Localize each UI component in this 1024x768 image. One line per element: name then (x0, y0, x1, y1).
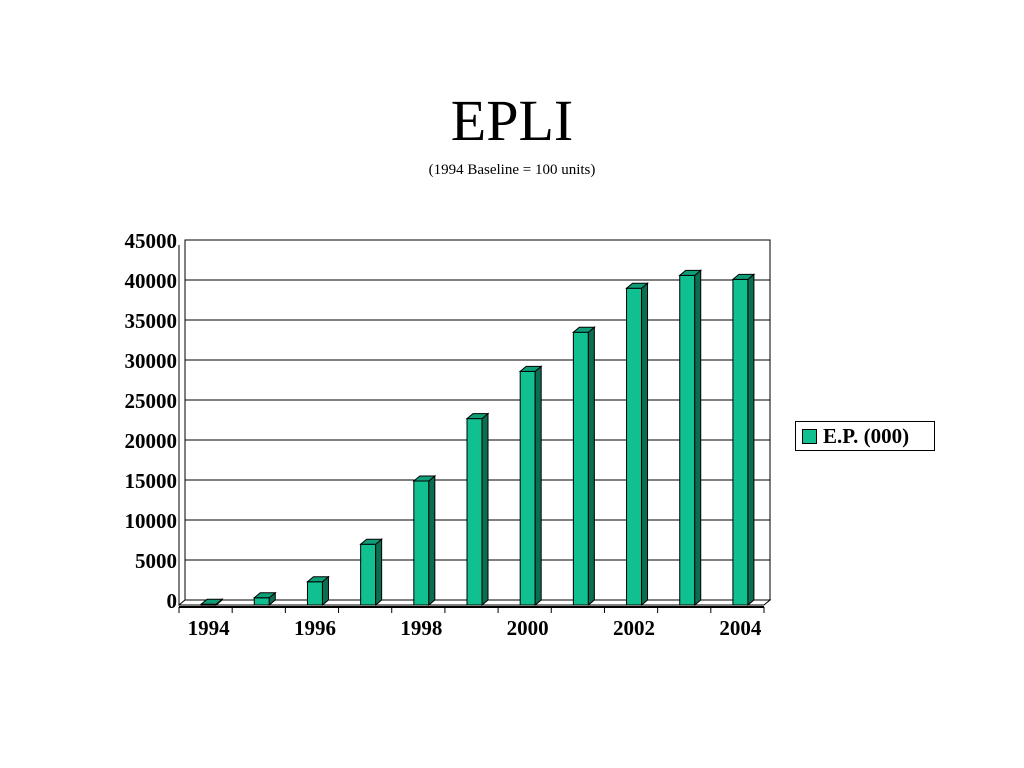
bar (519, 370, 536, 606)
bar-top (199, 598, 224, 605)
bar-side (481, 412, 489, 607)
chart-title: EPLI (450, 88, 574, 153)
chart-subtitle: (1994 Baseline = 100 units) (428, 162, 596, 178)
y-tick-label: 0 (167, 589, 178, 613)
bar-side (534, 365, 542, 607)
bar-top (571, 326, 596, 333)
bar-top (412, 475, 437, 482)
bar (360, 543, 377, 606)
bar (306, 581, 323, 606)
x-tick-label: 1994 (188, 616, 231, 640)
bar-side (694, 269, 702, 607)
bar-top (518, 365, 543, 372)
y-tick-label: 25000 (125, 389, 178, 413)
bar-side (428, 474, 436, 607)
bar-side (641, 282, 649, 607)
bar (572, 331, 589, 606)
bar-top (306, 576, 330, 583)
y-tick-label: 5000 (135, 549, 177, 573)
y-tick-label: 15000 (125, 469, 178, 493)
x-tick-label: 2000 (507, 616, 549, 640)
bar (679, 274, 696, 606)
legend-label: E.P. (000) (823, 423, 910, 448)
bar (732, 278, 749, 606)
y-tick-label: 10000 (125, 509, 178, 533)
y-tick-label: 45000 (125, 229, 178, 253)
y-tick-label: 35000 (125, 309, 178, 333)
bar-top (359, 538, 384, 545)
legend: E.P. (000) (795, 421, 935, 451)
x-tick-label: 1998 (400, 616, 442, 640)
bar (253, 597, 270, 606)
x-tick-label: 2004 (719, 616, 762, 640)
bar-top (625, 282, 649, 289)
bar (413, 480, 430, 606)
bar (626, 287, 643, 606)
x-tick-label: 1996 (294, 616, 336, 640)
x-tick-label: 2002 (613, 616, 655, 640)
bar-top (465, 413, 490, 420)
bar-top (678, 269, 703, 276)
y-tick-label: 20000 (125, 429, 178, 453)
bar-top (731, 273, 756, 280)
bar-side (587, 326, 595, 607)
bar-side (375, 538, 383, 607)
bar-top (252, 592, 277, 599)
bar-side (747, 273, 755, 607)
y-tick-label: 30000 (125, 349, 178, 373)
y-tick-label: 40000 (125, 269, 178, 293)
bar (466, 418, 483, 606)
legend-swatch (802, 428, 817, 444)
